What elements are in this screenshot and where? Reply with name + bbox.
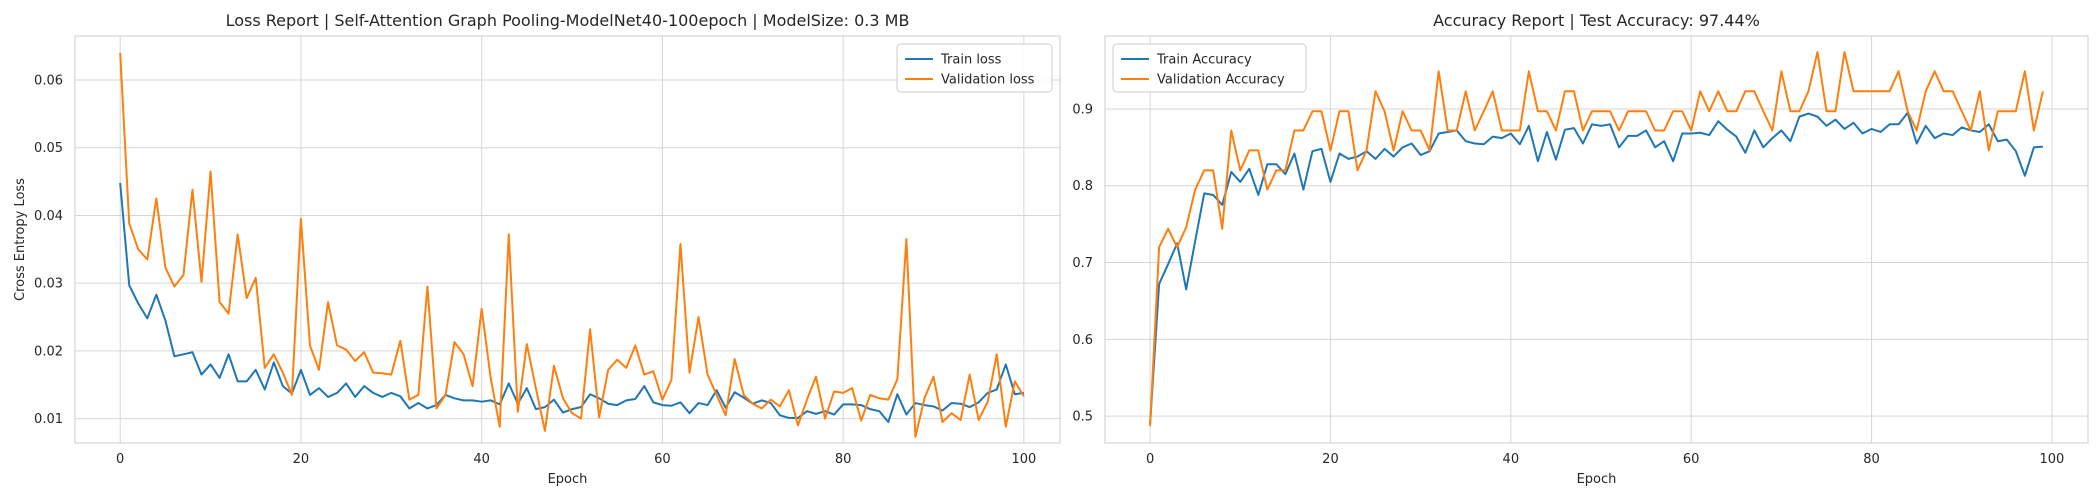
accuracy-y-tick-label: 0.7	[1072, 256, 1093, 271]
loss-series-line-validation	[119, 52, 1025, 438]
loss-x-axis-label: Epoch	[548, 472, 588, 487]
accuracy-y-tick-label: 0.9	[1072, 102, 1093, 117]
loss-x-grid	[119, 36, 1025, 443]
loss-chart: 0 20 40 60 80 100 0.01 0.02 0.03 0.04 0.05 0.06 Loss…	[13, 11, 1061, 487]
accuracy-series-line-validation	[1149, 51, 2044, 427]
loss-y-tick-label: 0.03	[34, 277, 63, 292]
accuracy-chart-title: Accuracy Report | Test Accuracy: 97.44%	[1433, 11, 1760, 30]
accuracy-x-tick-label: 20	[1322, 452, 1339, 467]
loss-y-tick-label: 0.04	[34, 209, 63, 224]
accuracy-legend-box	[1112, 43, 1307, 93]
loss-legend-label: Train loss	[940, 53, 1002, 68]
loss-y-axis-label: Cross Entropy Loss	[13, 178, 28, 301]
accuracy-plot-frame	[1104, 35, 2089, 444]
accuracy-y-tick-label: 0.5	[1072, 410, 1093, 425]
loss-y-tick-label: 0.01	[34, 412, 63, 427]
accuracy-y-tick-label: 0.6	[1072, 333, 1093, 348]
loss-y-tick-label: 0.06	[34, 74, 63, 89]
accuracy-legend-label: Validation Accuracy	[1157, 73, 1285, 88]
loss-legend: Train loss Validation loss	[896, 43, 1053, 93]
accuracy-x-tick-label: 100	[2040, 452, 2065, 467]
accuracy-chart: 0 20 40 60 80 100 0.5 0.6 0.7 0.8 0.9 Accuracy Repo…	[1072, 11, 2089, 487]
loss-x-tick-label: 100	[1011, 452, 1036, 467]
accuracy-series-line-train	[1149, 111, 2043, 424]
accuracy-x-tick-label: 40	[1503, 452, 1520, 467]
accuracy-x-grid	[1149, 36, 2053, 443]
loss-x-tick-label: 60	[654, 452, 671, 467]
accuracy-x-axis-label: Epoch	[1577, 472, 1617, 487]
loss-series-line-train	[119, 182, 1024, 424]
loss-x-tick-label: 80	[835, 452, 852, 467]
accuracy-x-tick-label: 80	[1863, 452, 1880, 467]
accuracy-y-tick-label: 0.8	[1072, 179, 1093, 194]
loss-x-tick-label: 20	[293, 452, 310, 467]
loss-chart-title: Loss Report | Self-Attention Graph Pooli…	[226, 11, 910, 30]
loss-plot-frame	[74, 35, 1061, 444]
accuracy-y-grid	[1105, 108, 2088, 417]
loss-y-tick-label: 0.02	[34, 344, 63, 359]
accuracy-x-tick-label: 60	[1683, 452, 1700, 467]
accuracy-legend-label: Train Accuracy	[1156, 53, 1252, 68]
loss-y-tick-label: 0.05	[34, 141, 63, 156]
loss-legend-label: Validation loss	[941, 73, 1035, 88]
loss-y-grid	[75, 79, 1060, 420]
loss-x-tick-label: 0	[116, 452, 124, 467]
accuracy-legend: Train Accuracy Validation Accuracy	[1112, 43, 1307, 93]
accuracy-x-tick-label: 0	[1146, 452, 1154, 467]
loss-legend-box	[896, 43, 1053, 93]
loss-x-tick-label: 40	[473, 452, 490, 467]
